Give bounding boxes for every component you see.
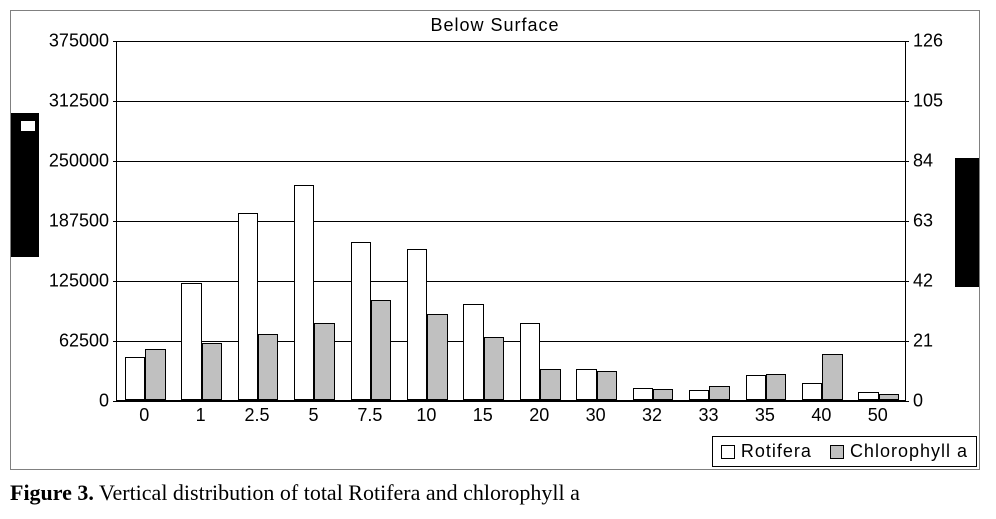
y-right-tick-label: 42 [913, 271, 973, 292]
caption-prefix: Figure 3. [10, 480, 94, 505]
bar-rotifera [181, 283, 201, 400]
bar-rotifera [689, 390, 709, 400]
bar-rotifera [576, 369, 596, 400]
bar-chlorophyll-a [540, 369, 560, 400]
bar-chlorophyll-a [427, 314, 447, 400]
y-right-tick-label: 63 [913, 211, 973, 232]
y-left-tick-label: 0 [19, 391, 109, 412]
x-tick-label: 20 [529, 405, 549, 426]
y-right-tick-label: 0 [913, 391, 973, 412]
legend-label-rotifera: Rotifera [741, 441, 812, 462]
bar-rotifera [802, 383, 822, 400]
bars-layer [117, 41, 905, 400]
x-tick-label: 7.5 [357, 405, 382, 426]
x-tick-label: 33 [698, 405, 718, 426]
bar-group [351, 41, 392, 400]
y-right-tick-label: 84 [913, 151, 973, 172]
chart-title: Below Surface [11, 15, 979, 36]
bar-group [520, 41, 561, 400]
bar-rotifera [858, 392, 878, 400]
x-tick-label: 40 [811, 405, 831, 426]
y-left-tick-label: 375000 [19, 31, 109, 52]
caption-text: Vertical distribution of total Rotifera … [94, 480, 580, 505]
bar-chlorophyll-a [314, 323, 334, 400]
bar-chlorophyll-a [766, 374, 786, 400]
bar-chlorophyll-a [709, 386, 729, 400]
bar-rotifera [238, 213, 258, 400]
plot-area [116, 41, 906, 401]
bar-group [689, 41, 730, 400]
y-left-tick-label: 312500 [19, 91, 109, 112]
legend-item-rotifera: Rotifera [721, 441, 812, 462]
chart-container: Below Surface 0 62500 125000 187500 250000 31… [10, 10, 980, 470]
legend: Rotifera Chlorophyll a [712, 436, 977, 467]
x-tick-label: 1 [196, 405, 206, 426]
bar-rotifera [125, 357, 145, 400]
x-tick-label: 5 [308, 405, 318, 426]
bar-group [858, 41, 899, 400]
bar-rotifera [746, 375, 766, 400]
bar-chlorophyll-a [484, 337, 504, 400]
bar-group [746, 41, 787, 400]
bar-group [125, 41, 166, 400]
figure-caption: Figure 3. Vertical distribution of total… [10, 480, 986, 506]
x-tick-label: 2.5 [245, 405, 270, 426]
gridline [117, 401, 905, 402]
bar-group [802, 41, 843, 400]
y-right-tick-label: 21 [913, 331, 973, 352]
y-right-tick-label: 126 [913, 31, 973, 52]
x-tick-label: 15 [473, 405, 493, 426]
bar-group [407, 41, 448, 400]
bar-chlorophyll-a [597, 371, 617, 400]
bar-group [181, 41, 222, 400]
bar-rotifera [633, 388, 653, 400]
bar-rotifera [294, 185, 314, 400]
x-tick-label: 10 [416, 405, 436, 426]
y-left-tick-label: 187500 [19, 211, 109, 232]
y-left-tick-label: 62500 [19, 331, 109, 352]
bar-rotifera [463, 304, 483, 400]
legend-label-chlorophyll: Chlorophyll a [850, 441, 968, 462]
legend-swatch-rotifera [721, 445, 735, 459]
x-tick-label: 0 [139, 405, 149, 426]
bar-chlorophyll-a [202, 343, 222, 400]
y-left-tick-label: 250000 [19, 151, 109, 172]
x-tick-label: 35 [755, 405, 775, 426]
bar-group [576, 41, 617, 400]
bar-rotifera [351, 242, 371, 400]
bar-rotifera [407, 249, 427, 400]
bar-group [294, 41, 335, 400]
y-right-tick-label: 105 [913, 91, 973, 112]
y-left-tick-label: 125000 [19, 271, 109, 292]
bar-chlorophyll-a [653, 389, 673, 400]
x-tick-label: 30 [586, 405, 606, 426]
x-tick-label: 32 [642, 405, 662, 426]
x-tick-label: 50 [868, 405, 888, 426]
bar-chlorophyll-a [258, 334, 278, 400]
bar-group [463, 41, 504, 400]
bar-chlorophyll-a [822, 354, 842, 400]
bar-chlorophyll-a [879, 394, 899, 400]
bar-group [633, 41, 674, 400]
bar-rotifera [520, 323, 540, 400]
legend-item-chlorophyll: Chlorophyll a [830, 441, 968, 462]
bar-chlorophyll-a [145, 349, 165, 400]
bar-group [238, 41, 279, 400]
bar-chlorophyll-a [371, 300, 391, 400]
legend-swatch-chlorophyll [830, 445, 844, 459]
